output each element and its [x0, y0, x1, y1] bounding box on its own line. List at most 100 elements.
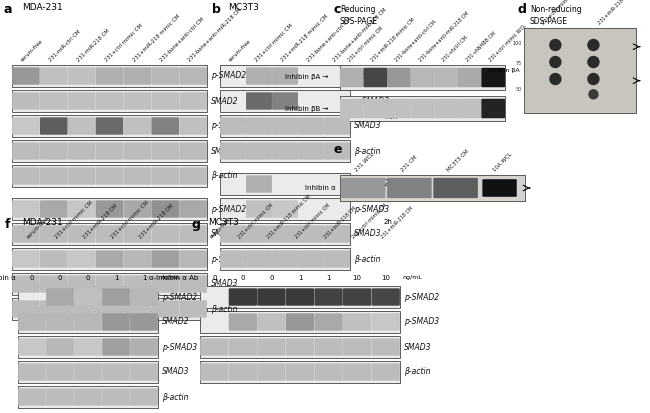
FancyBboxPatch shape — [272, 92, 298, 110]
Text: 231+ctrl mimic CM: 231+ctrl mimic CM — [254, 24, 293, 63]
FancyBboxPatch shape — [340, 68, 363, 87]
FancyBboxPatch shape — [411, 99, 434, 118]
Text: f: f — [5, 218, 10, 231]
Text: 30
min: 30 min — [384, 107, 397, 120]
FancyBboxPatch shape — [179, 200, 207, 218]
Bar — [12, 223, 207, 245]
FancyBboxPatch shape — [18, 313, 46, 331]
Text: p-SMAD3: p-SMAD3 — [211, 254, 246, 263]
FancyBboxPatch shape — [74, 288, 102, 306]
FancyBboxPatch shape — [68, 225, 96, 243]
FancyBboxPatch shape — [434, 68, 458, 87]
FancyBboxPatch shape — [151, 167, 179, 185]
FancyBboxPatch shape — [387, 68, 411, 87]
FancyBboxPatch shape — [363, 68, 387, 87]
FancyBboxPatch shape — [124, 300, 151, 318]
Bar — [524, 28, 636, 113]
Text: p-SMAD2: p-SMAD2 — [162, 292, 197, 301]
Text: 231+miR-218 mimic CM: 231+miR-218 mimic CM — [132, 14, 181, 63]
FancyBboxPatch shape — [272, 142, 298, 160]
FancyBboxPatch shape — [68, 275, 96, 293]
FancyBboxPatch shape — [343, 363, 371, 381]
FancyBboxPatch shape — [96, 167, 124, 185]
FancyBboxPatch shape — [343, 313, 371, 331]
FancyBboxPatch shape — [18, 388, 46, 406]
FancyBboxPatch shape — [434, 99, 458, 118]
FancyBboxPatch shape — [68, 167, 96, 185]
FancyBboxPatch shape — [298, 225, 324, 243]
Text: α-Inhibin α Ab: α-Inhibin α Ab — [149, 275, 198, 281]
Bar — [12, 65, 207, 87]
Bar — [12, 140, 207, 162]
FancyBboxPatch shape — [286, 363, 314, 381]
FancyBboxPatch shape — [40, 92, 68, 110]
Text: Inhibin α: Inhibin α — [0, 275, 16, 281]
Circle shape — [588, 40, 599, 50]
FancyBboxPatch shape — [96, 92, 124, 110]
Text: 75: 75 — [515, 61, 522, 66]
Text: 231-bone+anti-ctrl CM: 231-bone+anti-ctrl CM — [306, 17, 352, 63]
FancyBboxPatch shape — [40, 142, 68, 160]
FancyBboxPatch shape — [286, 313, 314, 331]
FancyBboxPatch shape — [46, 388, 74, 406]
Text: Inhibin βA: Inhibin βA — [488, 68, 520, 73]
FancyBboxPatch shape — [324, 117, 350, 135]
Bar — [12, 165, 207, 187]
Bar — [340, 175, 525, 201]
FancyBboxPatch shape — [151, 92, 179, 110]
FancyBboxPatch shape — [220, 250, 246, 268]
FancyBboxPatch shape — [124, 167, 151, 185]
Text: 231-bone+anti-miR-218 CM: 231-bone+anti-miR-218 CM — [332, 7, 387, 63]
Text: 231+ctrl mimic CM: 231+ctrl mimic CM — [352, 203, 389, 240]
Bar — [220, 115, 350, 137]
FancyBboxPatch shape — [40, 275, 68, 293]
Bar — [18, 286, 158, 308]
Text: 231-shNHBB CM: 231-shNHBB CM — [465, 31, 497, 63]
Text: b: b — [212, 3, 221, 16]
FancyBboxPatch shape — [12, 167, 40, 185]
Text: 231-miR-ctrl CM: 231-miR-ctrl CM — [48, 29, 82, 63]
Text: p-SMAD2: p-SMAD2 — [211, 71, 246, 81]
Text: SMAD3: SMAD3 — [354, 230, 382, 238]
FancyBboxPatch shape — [12, 225, 40, 243]
FancyBboxPatch shape — [151, 117, 179, 135]
FancyBboxPatch shape — [179, 167, 207, 185]
Text: 231+ctrl mimic CM: 231+ctrl mimic CM — [104, 24, 144, 63]
FancyBboxPatch shape — [387, 99, 411, 118]
FancyBboxPatch shape — [315, 363, 343, 381]
FancyBboxPatch shape — [246, 250, 272, 268]
FancyBboxPatch shape — [220, 225, 246, 243]
Bar — [12, 90, 207, 112]
FancyBboxPatch shape — [40, 250, 68, 268]
FancyBboxPatch shape — [387, 178, 432, 198]
FancyBboxPatch shape — [298, 142, 324, 160]
FancyBboxPatch shape — [315, 338, 343, 356]
FancyBboxPatch shape — [130, 288, 158, 306]
FancyBboxPatch shape — [229, 288, 257, 306]
FancyBboxPatch shape — [68, 67, 96, 85]
Text: p-SMAD2: p-SMAD2 — [354, 71, 389, 81]
Text: 10A WCL: 10A WCL — [493, 152, 514, 173]
Text: SMAD2: SMAD2 — [162, 318, 190, 327]
FancyBboxPatch shape — [179, 225, 207, 243]
FancyBboxPatch shape — [434, 178, 478, 198]
Text: β-actin: β-actin — [211, 171, 237, 180]
FancyBboxPatch shape — [257, 313, 285, 331]
FancyBboxPatch shape — [151, 300, 179, 318]
Circle shape — [588, 74, 599, 85]
FancyBboxPatch shape — [372, 313, 400, 331]
Text: serum-free: serum-free — [27, 216, 51, 240]
FancyBboxPatch shape — [68, 300, 96, 318]
Bar — [220, 173, 350, 195]
FancyBboxPatch shape — [12, 142, 40, 160]
FancyBboxPatch shape — [229, 313, 257, 331]
Text: 231+miR-218 mimic CM: 231+miR-218 mimic CM — [597, 0, 643, 26]
Text: 231-bone+anti-miR-218 CM: 231-bone+anti-miR-218 CM — [187, 7, 243, 63]
Circle shape — [589, 90, 598, 99]
FancyBboxPatch shape — [272, 117, 298, 135]
Bar — [12, 273, 207, 295]
Text: β-actin: β-actin — [354, 147, 380, 156]
FancyBboxPatch shape — [482, 68, 505, 87]
Text: p-SMAD3: p-SMAD3 — [211, 121, 246, 131]
FancyBboxPatch shape — [96, 275, 124, 293]
